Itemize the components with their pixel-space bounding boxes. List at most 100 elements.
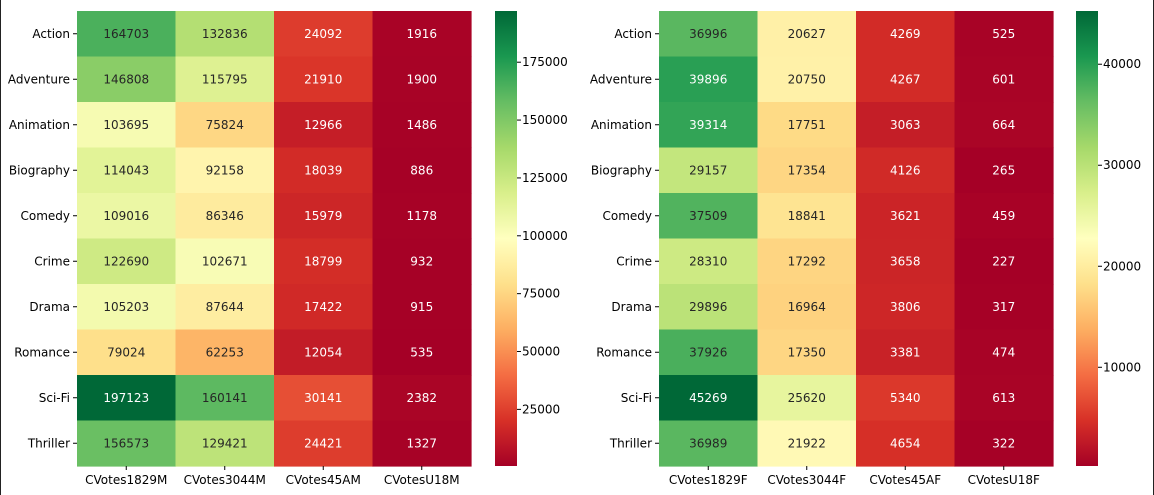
- cell-value-label: 86346: [206, 209, 244, 223]
- cell-value-label: 1327: [406, 436, 437, 450]
- heatmap-cell: [372, 420, 472, 467]
- cell-value-label: 18841: [788, 209, 826, 223]
- cell-value-label: 122690: [103, 254, 149, 268]
- y-tick-label: Romance: [596, 345, 652, 359]
- colorbar-tick-label: 150000: [522, 113, 568, 127]
- cell-value-label: 12054: [304, 345, 342, 359]
- heatmap-cell: [757, 284, 857, 331]
- cell-value-label: 535: [410, 345, 433, 359]
- heatmap-cell: [954, 147, 1054, 194]
- cell-value-label: 227: [992, 254, 1015, 268]
- cell-value-label: 20750: [788, 72, 826, 86]
- cell-value-label: 132836: [202, 27, 248, 41]
- cell-value-label: 37926: [689, 345, 727, 359]
- colorbar: [495, 11, 517, 466]
- heatmap-cell: [757, 193, 857, 240]
- cell-value-label: 322: [992, 436, 1015, 450]
- heatmap-cell: [954, 11, 1054, 58]
- cell-value-label: 2382: [406, 391, 437, 405]
- heatmap-cell: [954, 420, 1054, 467]
- cell-value-label: 317: [992, 300, 1015, 314]
- cell-value-label: 21910: [304, 72, 342, 86]
- heatmap-cell: [77, 147, 177, 194]
- cell-value-label: 62253: [206, 345, 244, 359]
- heatmap-cell: [856, 147, 956, 194]
- heatmap-cell: [77, 284, 177, 331]
- heatmap-cell: [954, 284, 1054, 331]
- heatmap-cell: [372, 375, 472, 422]
- cell-value-label: 29896: [689, 300, 727, 314]
- heatmap-cell: [856, 375, 956, 422]
- cell-value-label: 3806: [890, 300, 921, 314]
- heatmap-cell: [372, 329, 472, 376]
- heatmap-cell: [175, 147, 275, 194]
- x-tick-label: CVotes1829M: [85, 473, 167, 487]
- cell-value-label: 36989: [689, 436, 727, 450]
- cell-value-label: 92158: [206, 163, 244, 177]
- heatmap-cell: [372, 11, 472, 58]
- y-tick-label: Thriller: [609, 436, 652, 450]
- y-tick-label: Comedy: [20, 209, 70, 223]
- cell-value-label: 197123: [103, 391, 149, 405]
- cell-value-label: 114043: [103, 163, 149, 177]
- heatmap-cell: [757, 56, 857, 103]
- cell-value-label: 4267: [890, 72, 921, 86]
- y-tick-label: Biography: [9, 163, 70, 177]
- cell-value-label: 146808: [103, 72, 149, 86]
- y-tick-label: Crime: [616, 254, 652, 268]
- colorbar-tick-label: 125000: [522, 171, 568, 185]
- x-tick-label: CVotes1829F: [669, 473, 748, 487]
- cell-value-label: 17354: [788, 163, 826, 177]
- heatmap-cell: [954, 329, 1054, 376]
- heatmap-cell: [856, 102, 956, 149]
- heatmap-cell: [175, 375, 275, 422]
- heatmap-cell: [274, 56, 374, 103]
- cell-value-label: 265: [992, 163, 1015, 177]
- cell-value-label: 164703: [103, 27, 149, 41]
- cell-value-label: 24092: [304, 27, 342, 41]
- cell-value-label: 36996: [689, 27, 727, 41]
- heatmap-cell: [77, 56, 177, 103]
- y-tick-label: Biography: [591, 163, 652, 177]
- heatmap-cell: [175, 420, 275, 467]
- cell-value-label: 39896: [689, 72, 727, 86]
- heatmap-cell: [856, 284, 956, 331]
- cell-value-label: 28310: [689, 254, 727, 268]
- heatmap-cell: [175, 102, 275, 149]
- x-tick-label: CVotesU18F: [968, 473, 1040, 487]
- cell-value-label: 601: [992, 72, 1015, 86]
- heatmap-cell: [372, 102, 472, 149]
- heatmap-cell: [372, 238, 472, 285]
- cell-value-label: 105203: [103, 300, 149, 314]
- cell-value-label: 109016: [103, 209, 149, 223]
- cell-value-label: 15979: [304, 209, 342, 223]
- cell-value-label: 45269: [689, 391, 727, 405]
- colorbar-tick-label: 20000: [1103, 259, 1141, 273]
- heatmap-cell: [954, 102, 1054, 149]
- heatmap-cell: [954, 238, 1054, 285]
- heatmap-cell: [175, 56, 275, 103]
- cell-value-label: 932: [410, 254, 433, 268]
- heatmap-cell: [954, 375, 1054, 422]
- heatmap-cell: [77, 238, 177, 285]
- y-tick-label: Thriller: [27, 436, 70, 450]
- heatmap-cell: [274, 284, 374, 331]
- heatmap-cell: [274, 420, 374, 467]
- heatmap-cell: [175, 193, 275, 240]
- heatmap-cell: [757, 420, 857, 467]
- heatmap-cell: [274, 11, 374, 58]
- y-tick-label: Animation: [9, 118, 70, 132]
- cell-value-label: 103695: [103, 118, 149, 132]
- cell-value-label: 1916: [406, 27, 437, 41]
- y-tick-label: Drama: [611, 300, 652, 314]
- heatmap-cell: [274, 329, 374, 376]
- cell-value-label: 24421: [304, 436, 342, 450]
- heatmap-cell: [659, 238, 759, 285]
- heatmap-cell: [77, 420, 177, 467]
- cell-value-label: 75824: [206, 118, 244, 132]
- x-tick-label: CVotes3044M: [184, 473, 266, 487]
- cell-value-label: 129421: [202, 436, 248, 450]
- heatmap-cell: [372, 284, 472, 331]
- cell-value-label: 29157: [689, 163, 727, 177]
- cell-value-label: 5340: [890, 391, 921, 405]
